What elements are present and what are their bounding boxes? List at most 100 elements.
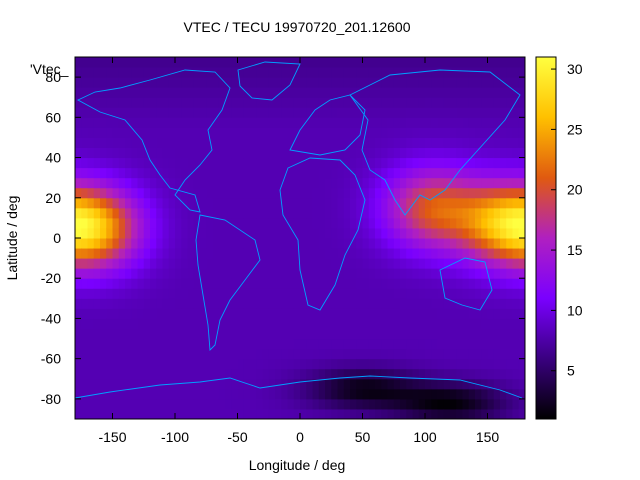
heat-cell (368, 238, 376, 249)
heat-cell (243, 167, 251, 179)
heat-cell (137, 238, 145, 249)
heat-cell (343, 117, 351, 128)
heat-cell (275, 57, 282, 68)
heat-cell (312, 187, 320, 199)
heat-cell (368, 338, 376, 350)
heat-cell (93, 67, 101, 78)
heat-cell (387, 187, 395, 199)
heat-cell (300, 398, 307, 410)
heat-cell (381, 167, 388, 179)
heat-cell (168, 187, 176, 199)
heat-cell (375, 238, 382, 249)
heat-cell (125, 378, 132, 390)
heat-cell (368, 67, 376, 78)
heat-cell (162, 348, 170, 360)
heat-cell (268, 97, 276, 108)
heat-cell (131, 187, 138, 199)
heat-cell (81, 217, 88, 229)
heat-cell (362, 147, 370, 159)
heat-cell (331, 197, 338, 209)
heat-cell (493, 167, 501, 179)
heat-cell (393, 358, 401, 370)
heat-cell (156, 358, 163, 370)
heat-cell (137, 147, 145, 159)
heat-cell (437, 177, 445, 189)
heat-cell (231, 408, 238, 420)
heat-cell (406, 77, 413, 88)
heat-cell (356, 238, 363, 249)
heat-cell (475, 388, 482, 400)
heat-cell (131, 308, 138, 319)
heat-cell (118, 137, 126, 148)
heat-cell (518, 338, 526, 350)
heat-cell (318, 248, 326, 259)
heat-cell (431, 167, 438, 179)
heat-cell (187, 177, 195, 189)
heat-cell (225, 67, 232, 78)
heat-cell (368, 227, 376, 239)
heat-cell (368, 147, 376, 159)
heat-cell (181, 378, 188, 390)
heat-cell (337, 187, 345, 199)
heat-cell (468, 197, 476, 209)
heat-cell (206, 87, 213, 98)
heat-cell (387, 77, 395, 88)
heat-cell (300, 127, 307, 138)
heat-cell (250, 107, 257, 118)
heat-cell (275, 217, 282, 229)
heat-cell (362, 238, 370, 249)
heat-cell (325, 197, 332, 209)
heat-cell (518, 238, 526, 249)
heat-cell (268, 278, 276, 289)
heat-cell (206, 278, 213, 289)
heat-cell (387, 238, 395, 249)
heat-cell (250, 408, 257, 420)
heat-cell (437, 398, 445, 410)
heat-cell (343, 288, 351, 299)
heat-cell (431, 358, 438, 370)
heat-cell (243, 368, 251, 380)
heat-cell (162, 358, 170, 370)
heat-cell (218, 157, 226, 169)
heat-cell (412, 227, 420, 239)
heat-cell (450, 117, 457, 128)
heat-cell (406, 67, 413, 78)
heat-cell (218, 318, 226, 329)
heat-cell (387, 378, 395, 390)
heat-cell (331, 167, 338, 179)
heat-cell (318, 278, 326, 289)
heat-cell (356, 197, 363, 209)
heat-cell (200, 157, 207, 169)
heat-cell (287, 358, 295, 370)
heat-cell (181, 358, 188, 370)
heat-cell (462, 67, 470, 78)
heat-cell (262, 288, 270, 299)
heat-cell (187, 107, 195, 118)
heat-cell (218, 338, 226, 350)
heat-cell (431, 388, 438, 400)
heat-cell (193, 298, 201, 309)
heat-cell (425, 227, 432, 239)
heat-cell (393, 167, 401, 179)
heat-cell (100, 117, 107, 128)
heat-cell (187, 288, 195, 299)
heat-cell (375, 338, 382, 350)
heat-cell (350, 248, 357, 259)
heat-cell (256, 408, 263, 420)
heat-cell (175, 227, 182, 239)
heat-cell (181, 147, 188, 159)
heat-cell (406, 258, 413, 269)
heat-cell (162, 137, 170, 148)
heat-cell (362, 348, 370, 360)
heat-cell (250, 227, 257, 239)
heat-cell (337, 408, 345, 420)
heat-cell (312, 167, 320, 179)
heat-cell (87, 117, 95, 128)
heat-cell (400, 278, 407, 289)
heat-cell (106, 298, 113, 309)
heat-cell (268, 67, 276, 78)
heat-cell (437, 238, 445, 249)
heat-cell (156, 177, 163, 189)
heat-cell (393, 368, 401, 380)
heat-cell (212, 278, 220, 289)
